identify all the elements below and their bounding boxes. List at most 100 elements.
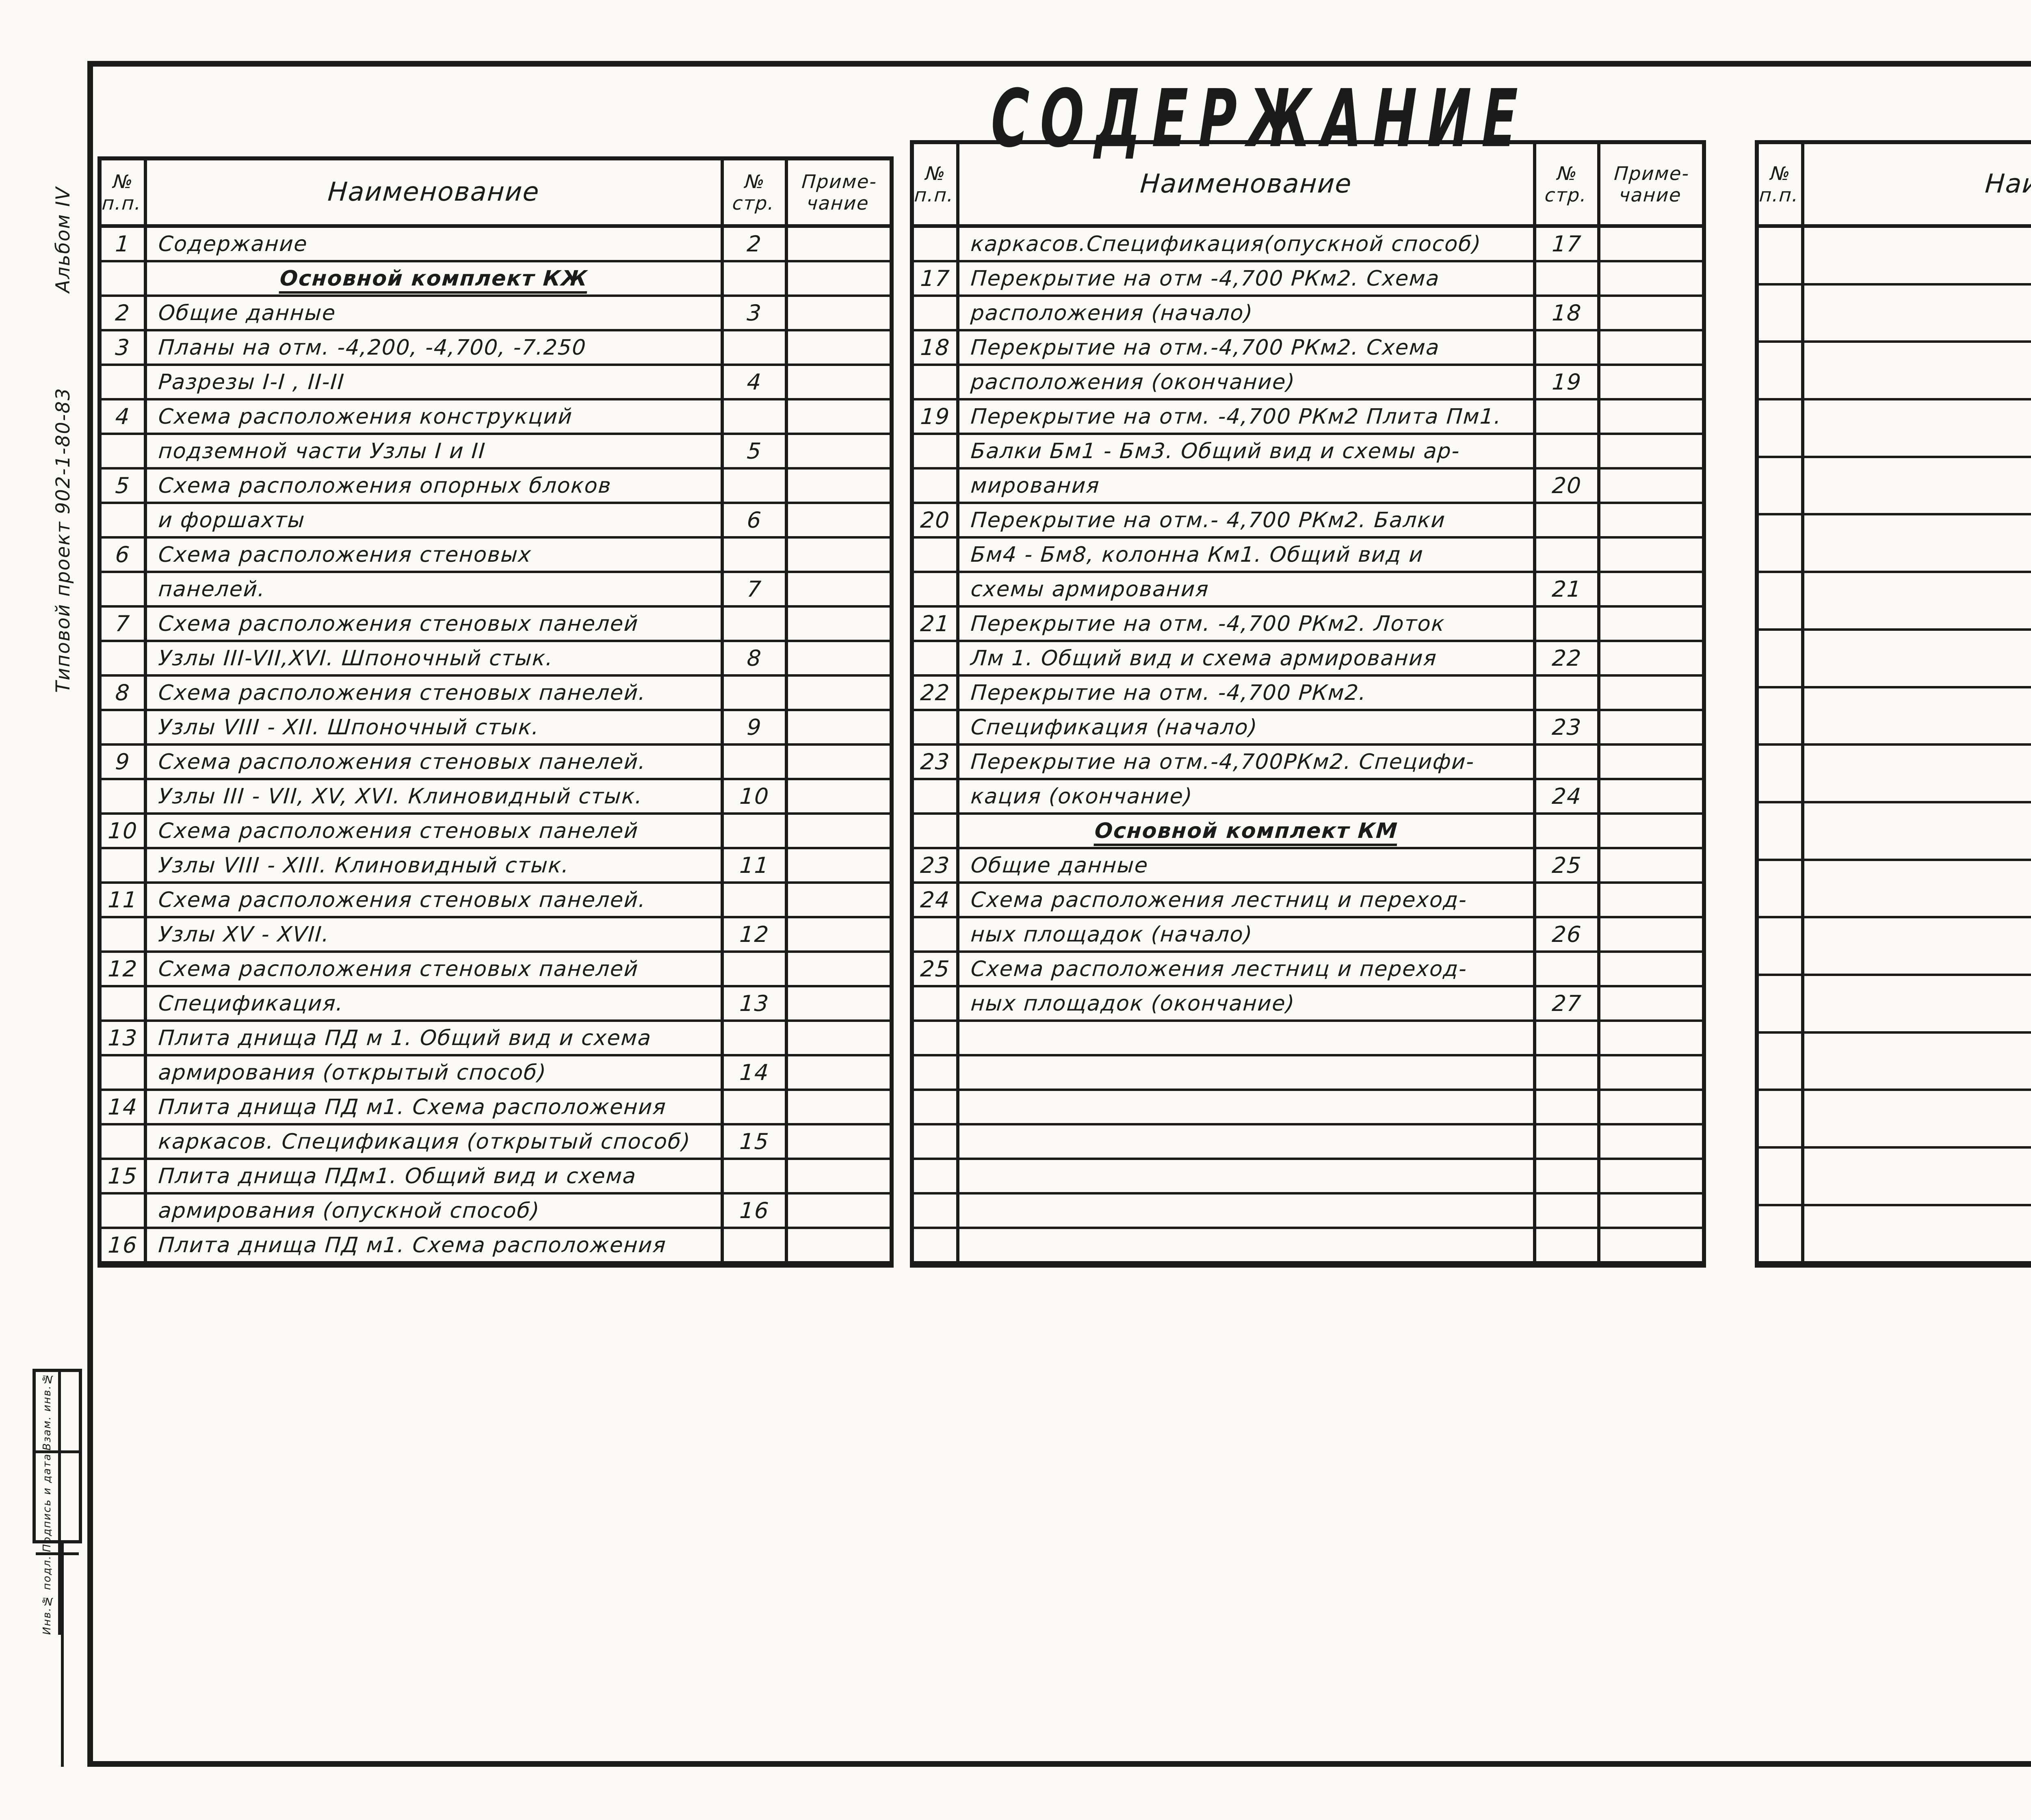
row-page: 3 bbox=[724, 297, 788, 329]
row-note bbox=[1600, 228, 1702, 260]
table-body bbox=[1759, 228, 2031, 1264]
table-row bbox=[914, 1229, 1702, 1264]
table-row: каркасов. Спецификация (открытый способ)… bbox=[102, 1125, 890, 1160]
row-page: 8 bbox=[724, 642, 788, 674]
table-row bbox=[914, 1056, 1702, 1091]
row-num bbox=[1759, 343, 1804, 398]
row-page bbox=[1536, 1229, 1600, 1261]
row-num bbox=[102, 987, 147, 1019]
table-row bbox=[1759, 746, 2031, 803]
row-title: Общие данные bbox=[147, 297, 724, 329]
row-num bbox=[914, 228, 959, 260]
table-row: 22 Перекрытие на отм. -4,700 РКм2. bbox=[914, 677, 1702, 711]
row-title: Узлы III - VII, XV, XVI. Клиновидный сты… bbox=[147, 780, 724, 812]
row-num: 5 bbox=[102, 470, 147, 502]
row-note bbox=[788, 711, 890, 743]
table-row: Спецификация (начало) 23 bbox=[914, 711, 1702, 746]
row-note bbox=[788, 849, 890, 881]
row-num: 14 bbox=[102, 1091, 147, 1123]
row-title: Схема расположения стеновых панелей. bbox=[147, 884, 724, 916]
row-page bbox=[724, 608, 788, 640]
row-note bbox=[788, 1125, 890, 1158]
row-title: Плита днища ПД м 1. Общий вид и схема bbox=[147, 1022, 724, 1054]
table-header: № п.п. Наименование № стр. Приме- чание bbox=[914, 144, 1702, 228]
table-row bbox=[1759, 976, 2031, 1034]
row-title bbox=[1804, 286, 2031, 341]
table-row: 8 Схема расположения стеновых панелей. bbox=[102, 677, 890, 711]
row-title bbox=[1804, 400, 2031, 456]
row-page bbox=[1536, 331, 1600, 364]
row-num bbox=[914, 366, 959, 398]
row-page: 14 bbox=[724, 1056, 788, 1089]
drawing-frame: СОДЕРЖАНИЕ № п.п. Наименование № стр. Пр… bbox=[87, 61, 2031, 1767]
row-page: 21 bbox=[1536, 573, 1600, 605]
row-title: армирования (опускной способ) bbox=[147, 1195, 724, 1227]
header-col-note: Приме- чание bbox=[1613, 162, 1691, 206]
row-num bbox=[102, 366, 147, 398]
row-page bbox=[724, 1091, 788, 1123]
table-row: каркасов.Спецификация(опускной способ) 17 bbox=[914, 228, 1702, 262]
table-row: схемы армирования 21 bbox=[914, 573, 1702, 608]
row-num bbox=[1759, 1206, 1804, 1262]
table-row: 23 Общие данные 25 bbox=[914, 849, 1702, 884]
row-num: 1 bbox=[102, 228, 147, 260]
row-title: Перекрытие на отм. -4,700 РКм2. Лоток bbox=[959, 608, 1536, 640]
row-page bbox=[724, 884, 788, 916]
row-note bbox=[788, 228, 890, 260]
row-num bbox=[102, 1195, 147, 1227]
row-page: 18 bbox=[1536, 297, 1600, 329]
row-title bbox=[1804, 976, 2031, 1031]
row-note bbox=[1600, 1229, 1702, 1261]
row-num bbox=[914, 1160, 959, 1192]
table-row: 25 Схема расположения лестниц и переход- bbox=[914, 953, 1702, 987]
row-page: 11 bbox=[724, 849, 788, 881]
row-num: 25 bbox=[914, 953, 959, 985]
row-num: 11 bbox=[102, 884, 147, 916]
table-row bbox=[1759, 918, 2031, 976]
row-title bbox=[959, 1195, 1536, 1227]
row-note bbox=[1600, 1022, 1702, 1054]
row-page: 22 bbox=[1536, 642, 1600, 674]
header-col-num: № п.п. bbox=[102, 160, 147, 224]
table-header: № п.п. Наименование № стр. Приме- чание bbox=[102, 160, 890, 228]
row-note bbox=[1600, 539, 1702, 571]
row-page: 4 bbox=[724, 366, 788, 398]
table-row bbox=[1759, 861, 2031, 919]
row-note bbox=[788, 953, 890, 985]
row-title bbox=[959, 1229, 1536, 1261]
row-page bbox=[1536, 884, 1600, 916]
row-title: Схема расположения стеновых панелей bbox=[147, 608, 724, 640]
row-title: мирования bbox=[959, 470, 1536, 502]
row-note bbox=[788, 262, 890, 294]
row-num: 10 bbox=[102, 815, 147, 847]
row-note bbox=[1600, 987, 1702, 1019]
row-num: 7 bbox=[102, 608, 147, 640]
row-title bbox=[1804, 515, 2031, 571]
header-col-note: Приме- чание bbox=[801, 170, 878, 214]
row-num bbox=[1759, 861, 1804, 916]
row-page bbox=[1536, 1091, 1600, 1123]
row-title bbox=[959, 1160, 1536, 1192]
row-note bbox=[1600, 1160, 1702, 1192]
row-num: 17 bbox=[914, 262, 959, 294]
sidebar-album-label: Альбом IV bbox=[52, 186, 74, 293]
row-page bbox=[724, 470, 788, 502]
row-title: Плита днища ПДм1. Общий вид и схема bbox=[147, 1160, 724, 1192]
row-num: 12 bbox=[102, 953, 147, 985]
row-title: подземной части Узлы I и II bbox=[147, 435, 724, 467]
row-page bbox=[724, 331, 788, 364]
row-note bbox=[1600, 780, 1702, 812]
table-row bbox=[1759, 1149, 2031, 1206]
table-row: 17 Перекрытие на отм -4,700 РКм2. Схема bbox=[914, 262, 1702, 297]
row-note bbox=[788, 918, 890, 950]
row-title: Схема расположения стеновых панелей bbox=[147, 953, 724, 985]
table-row: Разрезы I-I , II-II 4 bbox=[102, 366, 890, 400]
table-row: Спецификация. 13 bbox=[102, 987, 890, 1022]
row-num: 4 bbox=[102, 400, 147, 433]
row-title: Плита днища ПД м1. Схема расположения bbox=[147, 1229, 724, 1261]
row-num bbox=[914, 711, 959, 743]
row-page bbox=[724, 1022, 788, 1054]
row-num bbox=[914, 780, 959, 812]
header-col-page: № стр. bbox=[724, 160, 788, 224]
row-num: 2 bbox=[102, 297, 147, 329]
